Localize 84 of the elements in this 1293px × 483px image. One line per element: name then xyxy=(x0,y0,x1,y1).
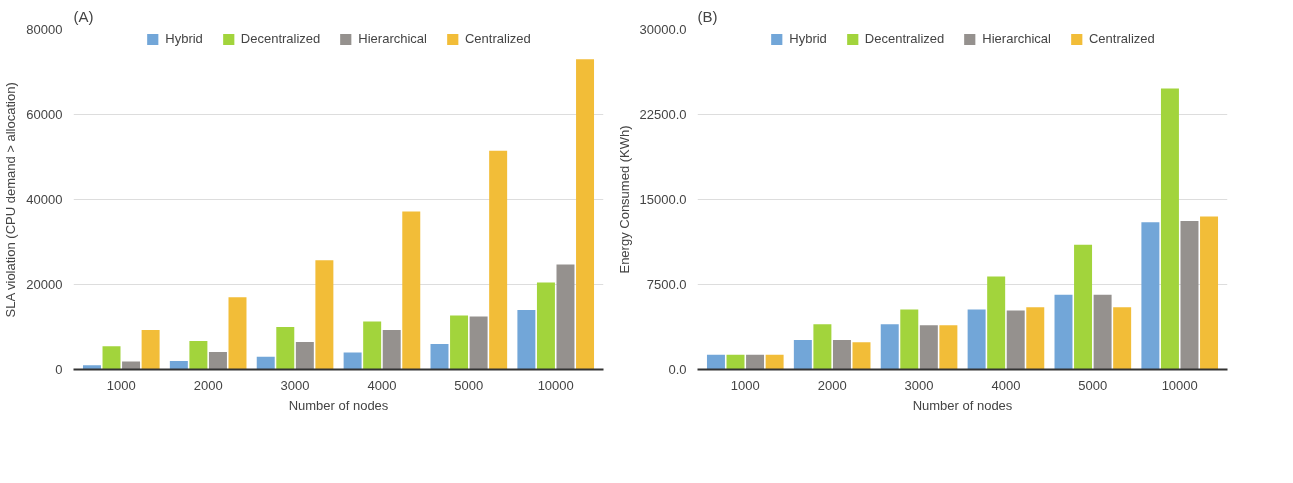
bar xyxy=(1054,294,1073,370)
bar xyxy=(228,297,247,370)
bar xyxy=(517,310,536,370)
bar xyxy=(556,264,575,370)
bar xyxy=(102,346,121,370)
x-tick-label: 3000 xyxy=(280,377,310,393)
legend-label: Decentralized xyxy=(240,31,321,46)
bar xyxy=(276,327,295,370)
y-tick-label: 22500.0 xyxy=(639,107,687,122)
legend-label: Hierarchical xyxy=(358,31,427,46)
x-tick-label: 1000 xyxy=(730,377,760,393)
y-tick-label: 60000 xyxy=(26,107,63,122)
bar xyxy=(1093,294,1112,370)
x-axis-title: Number of nodes xyxy=(912,397,1013,413)
y-tick-label: 15000.0 xyxy=(639,192,687,207)
y-tick-label: 7500.0 xyxy=(646,277,687,292)
y-tick-label: 0.0 xyxy=(668,362,687,377)
bar xyxy=(793,340,812,370)
x-tick-label: 5000 xyxy=(1078,377,1108,393)
bar xyxy=(919,325,938,370)
bar xyxy=(382,329,401,370)
bar xyxy=(1113,307,1132,370)
y-axis-title: SLA violation (CPU demand > allocation) xyxy=(3,82,19,318)
bar xyxy=(141,329,160,370)
bar xyxy=(469,316,488,370)
bar xyxy=(1074,244,1093,370)
y-axis-title: Energy Consumed (KWh) xyxy=(616,125,632,274)
bar xyxy=(576,59,595,370)
bar xyxy=(1006,310,1025,370)
legend-label: Centralized xyxy=(464,31,531,46)
legend-label: Hierarchical xyxy=(982,31,1051,46)
bar xyxy=(82,365,101,370)
bar xyxy=(536,282,555,370)
bar xyxy=(852,342,871,370)
x-tick-label: 2000 xyxy=(193,377,223,393)
bar xyxy=(489,150,508,370)
bar xyxy=(169,361,188,370)
bar xyxy=(363,321,382,370)
y-tick-label: 30000.0 xyxy=(639,22,687,37)
legend-label: Decentralized xyxy=(864,31,945,46)
bar xyxy=(256,356,275,370)
bar xyxy=(1160,88,1179,370)
y-tick-label: 80000 xyxy=(26,22,63,37)
bar xyxy=(746,354,765,370)
bar xyxy=(295,341,314,370)
x-tick-label: 1000 xyxy=(106,377,136,393)
legend-label: Hybrid xyxy=(165,31,203,46)
bar xyxy=(765,354,784,370)
bar xyxy=(880,324,899,370)
x-tick-label: 4000 xyxy=(991,377,1021,393)
chart-title: (B) xyxy=(697,7,718,25)
bar xyxy=(967,309,986,370)
bar xyxy=(706,354,725,370)
bar xyxy=(402,211,421,370)
bar xyxy=(987,276,1006,370)
y-tick-label: 0 xyxy=(55,362,63,377)
bar xyxy=(1141,222,1160,370)
bar xyxy=(1026,307,1045,370)
y-tick-label: 20000 xyxy=(26,277,63,292)
bar xyxy=(189,341,208,370)
x-tick-label: 5000 xyxy=(454,377,484,393)
bar xyxy=(813,324,832,370)
x-axis-title: Number of nodes xyxy=(288,397,389,413)
bar xyxy=(832,340,851,370)
x-tick-label: 3000 xyxy=(904,377,934,393)
bar xyxy=(726,354,745,370)
bar xyxy=(900,309,919,370)
bar xyxy=(450,315,469,370)
bar xyxy=(122,361,141,370)
x-tick-label: 10000 xyxy=(537,377,574,393)
x-tick-label: 2000 xyxy=(817,377,847,393)
legend-label: Hybrid xyxy=(789,31,827,46)
bar xyxy=(1200,216,1219,370)
x-tick-label: 4000 xyxy=(367,377,397,393)
chart-title: (A) xyxy=(73,7,94,25)
bar xyxy=(208,352,227,370)
bar xyxy=(315,260,334,370)
bar xyxy=(430,344,449,370)
legend-label: Centralized xyxy=(1088,31,1155,46)
y-tick-label: 40000 xyxy=(26,192,63,207)
bar xyxy=(1180,221,1199,370)
x-tick-label: 10000 xyxy=(1161,377,1198,393)
bar xyxy=(939,325,958,370)
bar xyxy=(343,352,362,370)
